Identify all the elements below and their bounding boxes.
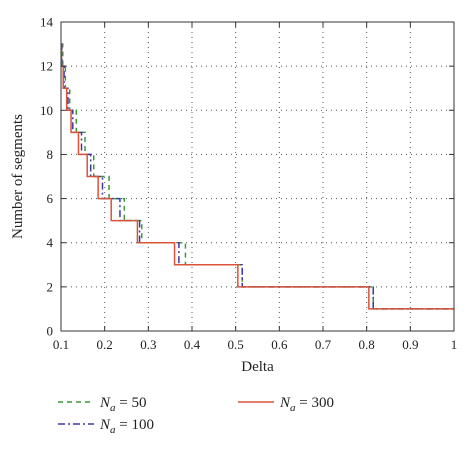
y-tick-label: 10	[40, 103, 53, 118]
y-tick-label: 8	[47, 147, 54, 162]
y-tick-label: 14	[40, 15, 54, 30]
y-axis-label: Number of segments	[10, 114, 26, 239]
y-tick-label: 0	[47, 324, 54, 339]
x-tick-label: 0.3	[140, 337, 156, 352]
y-tick-label: 6	[47, 191, 54, 206]
legend-label: Na = 300	[279, 395, 334, 414]
plot-frame	[60, 21, 455, 332]
x-tick-label: 0.1	[53, 337, 69, 352]
x-axis-ticks: 0.1 0.2 0.3 0.4 0.5 0.6 0.7 0.8 0.9 1	[53, 22, 457, 352]
y-tick-label: 2	[47, 279, 54, 294]
x-tick-label: 0.7	[315, 337, 332, 352]
x-tick-label: 0.6	[271, 337, 288, 352]
x-tick-label: 0.8	[359, 337, 375, 352]
legend-label: Na = 100	[99, 417, 154, 436]
legend-label: Na = 50	[99, 395, 146, 414]
y-axis-ticks: 0 2 4 6 8 10 12 14	[40, 15, 454, 339]
x-tick-label: 1	[451, 337, 458, 352]
x-tick-label: 0.5	[228, 337, 244, 352]
legend: Na = 50 Na = 100 Na = 300	[58, 395, 334, 436]
series-line	[60, 43, 454, 310]
y-tick-label: 4	[47, 235, 54, 250]
x-axis-label: Delta	[241, 359, 274, 375]
y-tick-label: 12	[40, 59, 53, 74]
grid	[61, 22, 454, 331]
x-tick-label: 0.2	[97, 337, 113, 352]
series-line	[61, 43, 454, 310]
x-tick-label: 0.9	[402, 337, 418, 352]
series-lines	[60, 43, 454, 310]
x-tick-label: 0.4	[184, 337, 201, 352]
series-line	[61, 43, 454, 310]
